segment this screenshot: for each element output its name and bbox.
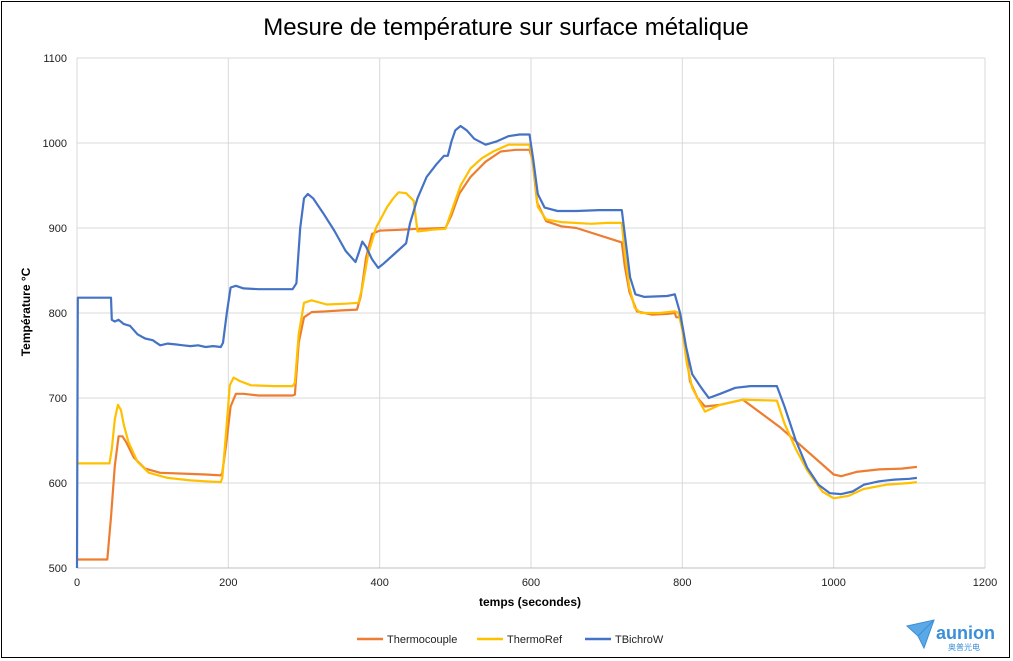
legend-label: Thermocouple	[387, 634, 457, 646]
y-tick-label: 900	[49, 223, 67, 235]
series-lines	[75, 124, 918, 569]
x-tick-label: 1200	[973, 577, 997, 589]
legend-label: TBichroW	[615, 634, 664, 646]
x-tick-label: 1000	[821, 577, 845, 589]
y-tick-label: 1100	[43, 53, 67, 65]
logo-wordmark: aunion	[936, 623, 995, 643]
paper-plane-icon	[905, 619, 935, 650]
x-tick-label: 400	[370, 577, 388, 589]
axes: 500 600 700 800 900 1000 1100 0 200 400 600 800 1000…	[43, 53, 998, 589]
y-tick-label: 500	[49, 563, 67, 575]
series-line-thermocouple	[77, 148, 918, 561]
legend-label: ThermoRef	[507, 634, 563, 646]
y-tick-label: 1000	[43, 138, 67, 150]
series-line-thermoref	[77, 143, 918, 500]
series-line-tbichrow	[75, 124, 918, 569]
x-tick-label: 0	[74, 577, 80, 589]
x-tick-label: 200	[219, 577, 237, 589]
y-tick-label: 800	[49, 308, 67, 320]
y-tick-label: 700	[49, 393, 67, 405]
aunion-logo: aunion 奥普光电	[905, 619, 995, 652]
y-tick-label: 600	[49, 478, 67, 490]
chart-title: Mesure de température sur surface métali…	[263, 14, 749, 41]
x-axis-title: temps (secondes)	[479, 595, 581, 609]
x-tick-label: 800	[673, 577, 691, 589]
legend: Thermocouple ThermoRef TBichroW	[357, 634, 664, 646]
x-tick-label: 600	[522, 577, 540, 589]
logo-subtitle: 奥普光电	[948, 642, 980, 652]
y-axis-title: Température °C	[19, 267, 33, 356]
